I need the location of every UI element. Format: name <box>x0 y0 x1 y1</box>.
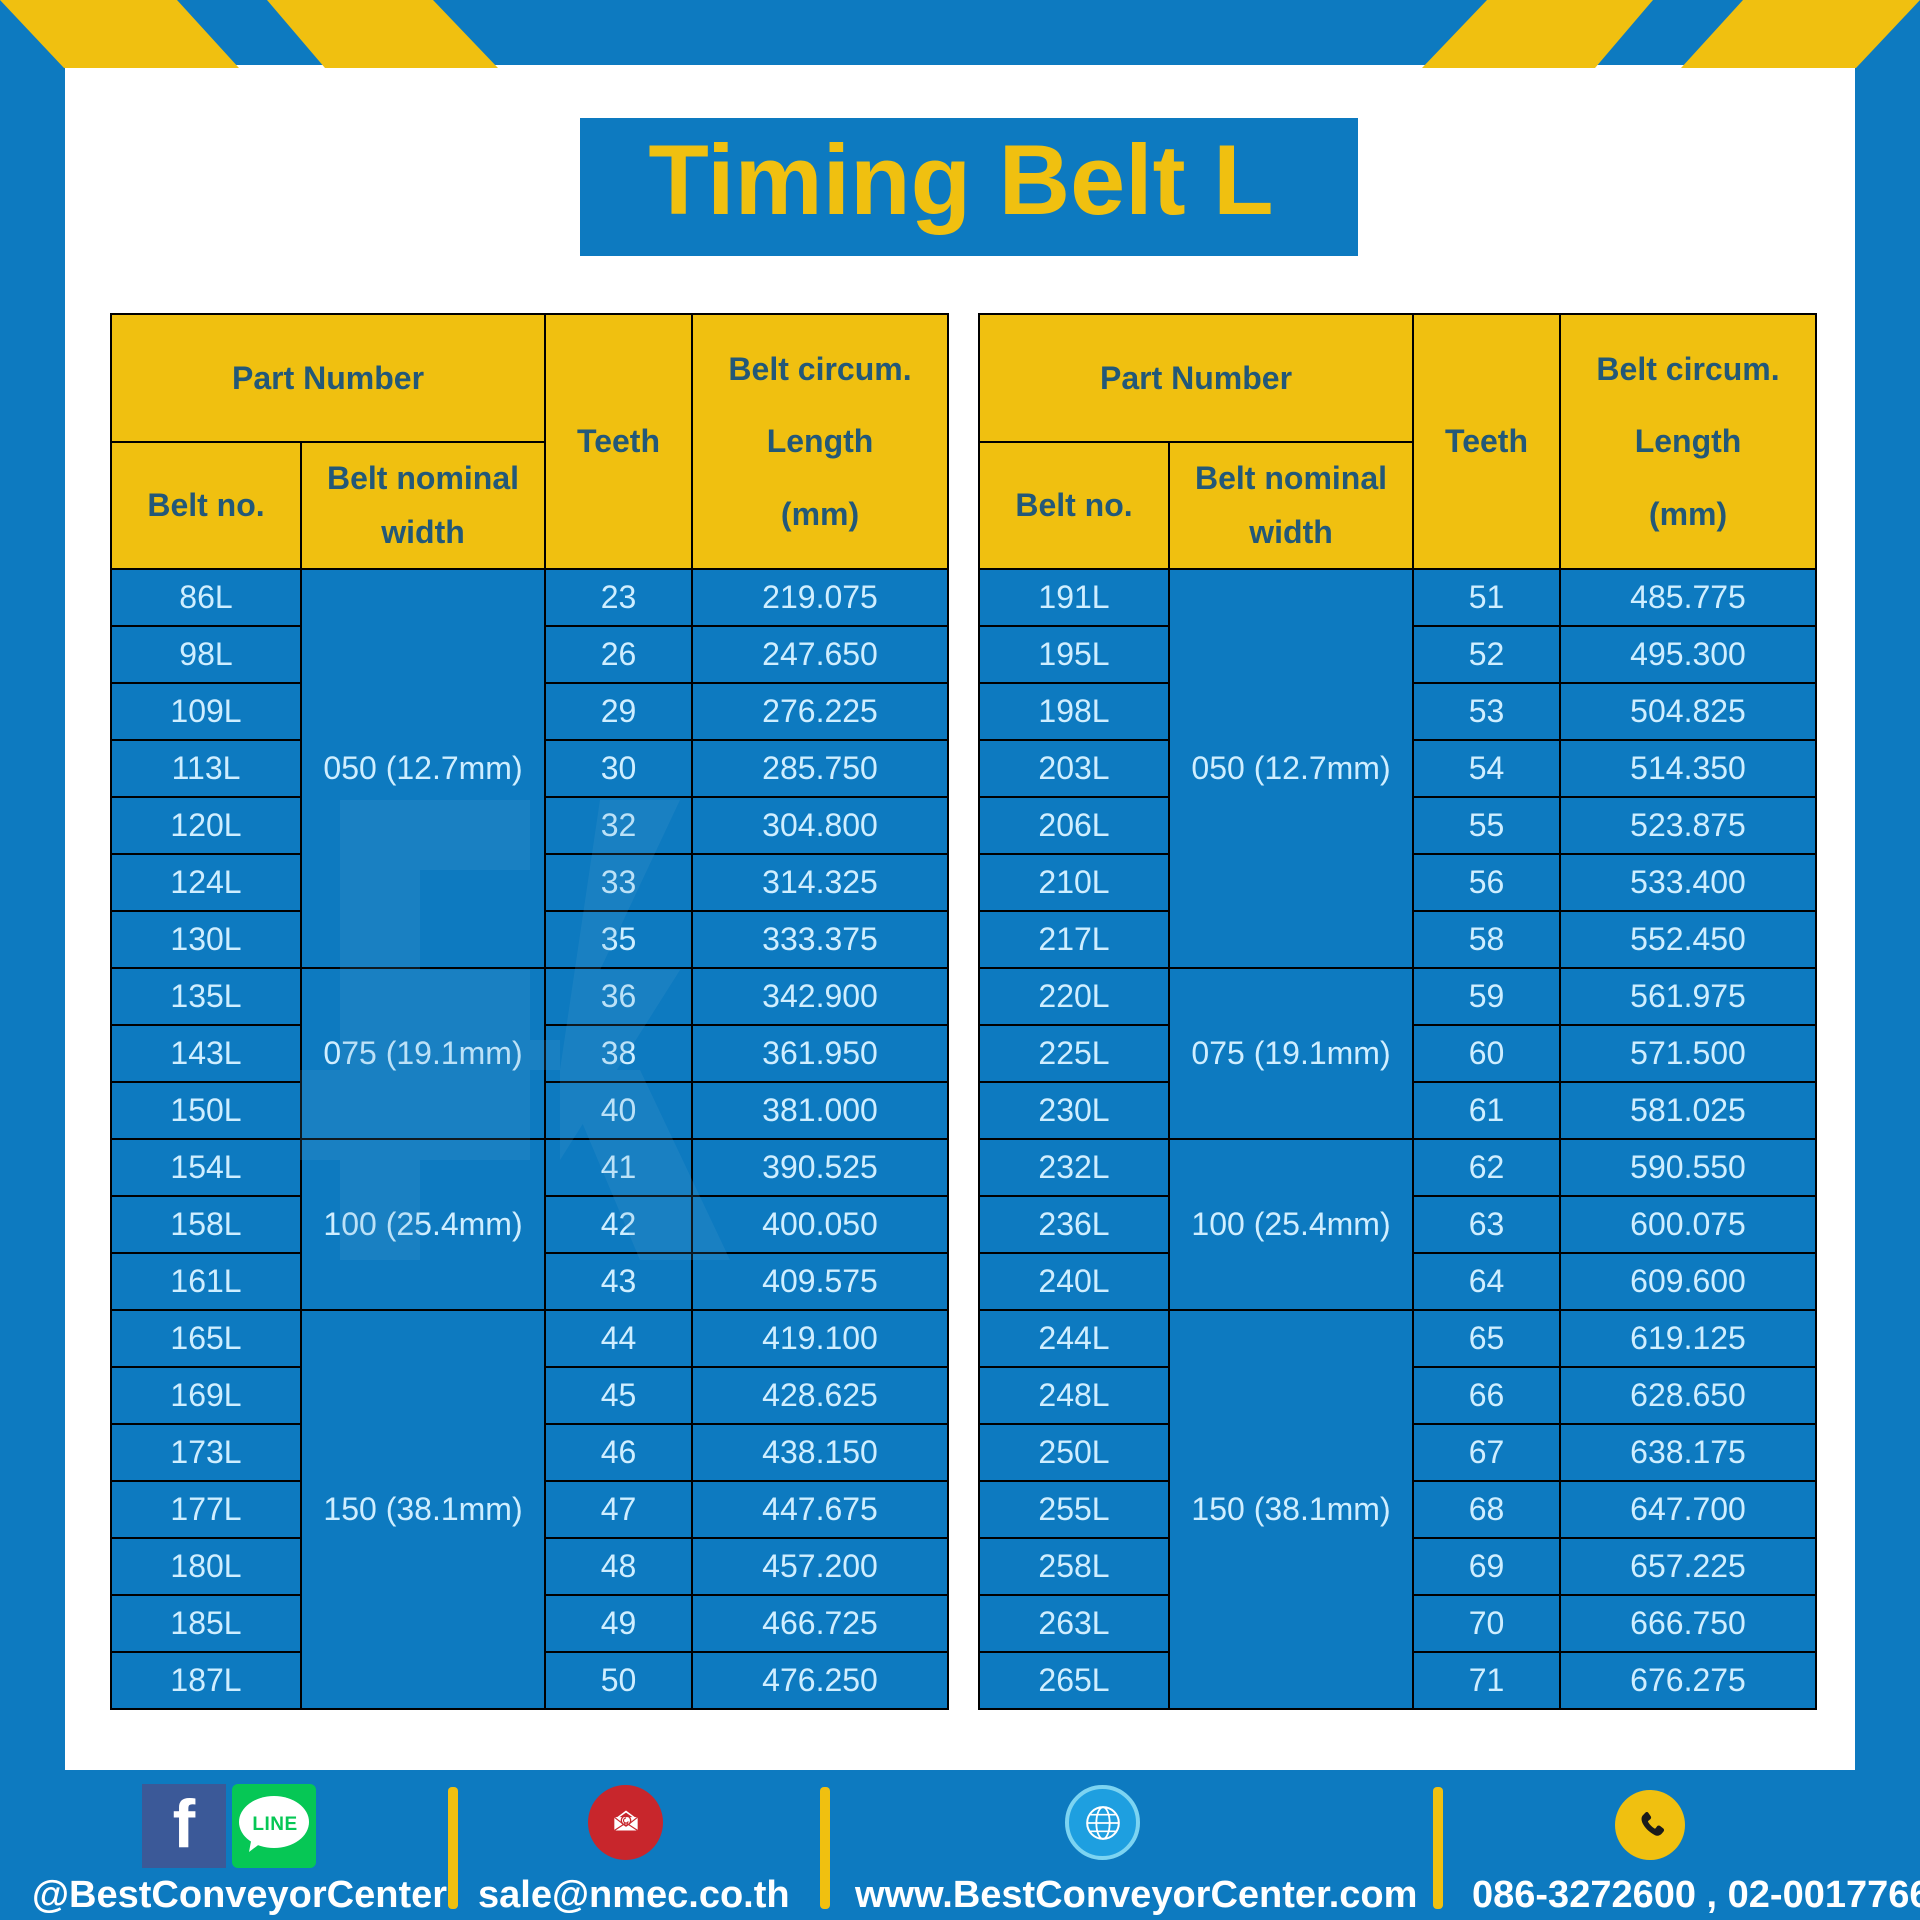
svg-text:LINE: LINE <box>252 1814 297 1835</box>
svg-text:f: f <box>173 1786 196 1862</box>
